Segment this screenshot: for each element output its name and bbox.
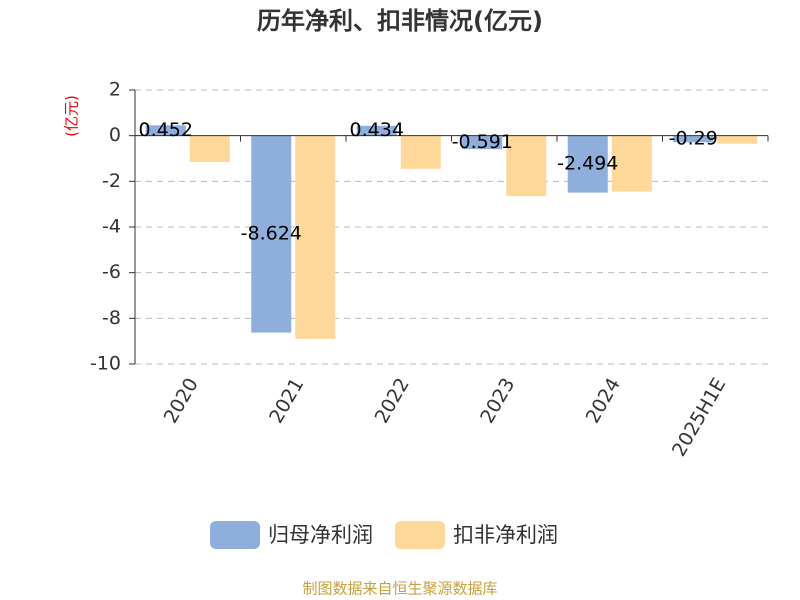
legend-label: 扣非净利润	[453, 523, 558, 547]
bar	[567, 135, 608, 193]
x-tick-label: 2020	[160, 374, 203, 427]
value-label: 0.434	[350, 119, 404, 141]
bar	[462, 135, 503, 150]
y-axis-label: (亿元)	[63, 95, 81, 137]
bar	[145, 125, 186, 136]
legend-swatch	[395, 521, 445, 549]
bar	[356, 125, 397, 136]
y-tick-label: 0	[109, 124, 121, 146]
y-tick-label: 2	[109, 79, 121, 101]
bar	[717, 135, 758, 144]
y-tick-label: -6	[102, 261, 121, 283]
value-label: -0.29	[669, 127, 718, 149]
x-tick-label: 2025H1E	[668, 374, 730, 460]
value-label: -8.624	[241, 223, 302, 245]
source-note: 制图数据来自恒生聚源数据库	[302, 580, 497, 598]
value-label: 0.452	[139, 119, 193, 141]
legend-swatch	[210, 521, 260, 549]
x-tick-label: 2022	[371, 374, 414, 427]
y-tick-label: -2	[102, 170, 121, 192]
x-tick-label: 2023	[476, 374, 519, 427]
bar	[673, 135, 714, 143]
y-tick-label: -8	[102, 307, 121, 329]
y-tick-label: -4	[102, 216, 121, 238]
value-label: -2.494	[557, 153, 618, 175]
bar	[189, 135, 230, 162]
x-tick-label: 2024	[582, 374, 625, 427]
chart-title: 历年净利、扣非情况(亿元)	[257, 7, 543, 35]
y-tick-label: -10	[90, 353, 121, 375]
legend-label: 归母净利润	[268, 523, 373, 547]
bar	[506, 135, 547, 197]
x-tick-label: 2021	[265, 374, 308, 427]
value-label: -0.591	[452, 131, 513, 153]
bar	[400, 135, 441, 169]
bar	[251, 135, 292, 333]
bar	[295, 135, 336, 339]
bar	[611, 135, 652, 192]
